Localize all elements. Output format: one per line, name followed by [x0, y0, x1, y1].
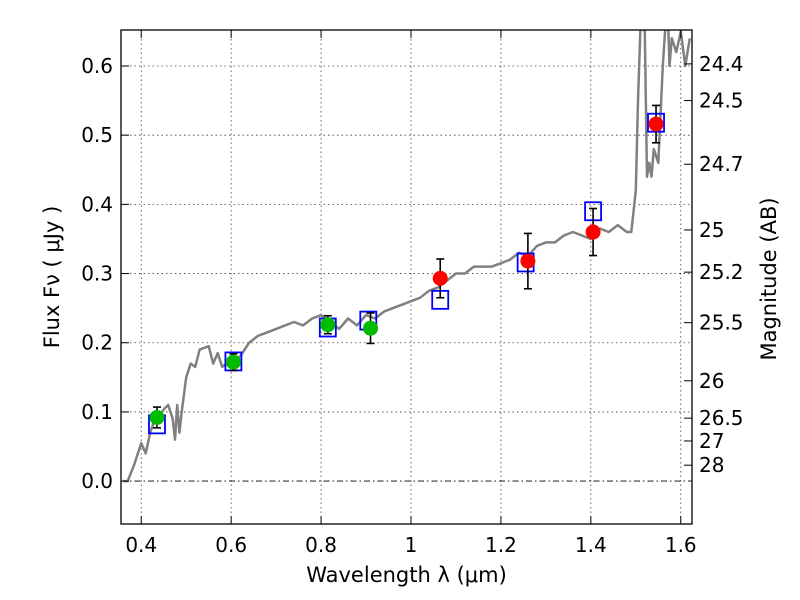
y2-tick-label: 27: [699, 429, 724, 453]
observed-flux-marker: [320, 317, 336, 333]
axis-ticks: 0.4 0.6 0.8 1 1.2 1.4 1.6 0.0 0.1 0.2 0.3 0.4 0.5 0.6…: [81, 30, 744, 557]
plot-area: [123, 30, 692, 483]
y-tick-label: 0.3: [81, 262, 113, 286]
plot-frame: [120, 29, 693, 525]
observed-flux-marker: [648, 116, 664, 132]
y-tick-label: 0.0: [81, 469, 113, 493]
x-tick-label: 0.6: [215, 533, 247, 557]
y-axis-label: Flux Fν ( μJy ): [40, 206, 64, 349]
x-tick-label: 0.4: [125, 533, 157, 557]
x-tick-label: 0.8: [305, 533, 337, 557]
observed-flux-marker: [585, 224, 601, 240]
x-tick-label: 1.2: [485, 533, 517, 557]
y2-tick-label: 24.4: [699, 52, 744, 76]
y-tick-label: 0.5: [81, 123, 113, 147]
y2-tick-label: 25.2: [699, 260, 744, 284]
observed-flux-marker: [363, 320, 379, 336]
grid-lines: [121, 30, 692, 524]
right-axis-label: Magnitude (AB): [757, 197, 781, 360]
y-tick-label: 0.4: [81, 192, 113, 216]
x-tick-label: 1.6: [665, 533, 697, 557]
y2-tick-label: 26.5: [699, 406, 744, 430]
y2-tick-label: 25.5: [699, 311, 744, 335]
observed-flux-marker: [149, 409, 165, 425]
y2-tick-label: 26: [699, 369, 724, 393]
y2-tick-label: 24.7: [699, 152, 744, 176]
y2-tick-label: 25: [699, 218, 724, 242]
observed-flux-marker: [520, 253, 536, 269]
x-axis-label: Wavelength λ (μm): [306, 563, 507, 587]
observed-flux-marker: [225, 354, 241, 370]
y-tick-label: 0.2: [81, 331, 113, 355]
observed-flux-marker: [432, 270, 448, 286]
y2-tick-label: 28: [699, 453, 724, 477]
y2-tick-label: 24.5: [699, 89, 744, 113]
model-spectrum-line: [123, 30, 692, 483]
y-tick-label: 0.1: [81, 400, 113, 424]
y-tick-label: 0.6: [81, 54, 113, 78]
x-tick-label: 1.4: [575, 533, 607, 557]
x-tick-label: 1: [405, 533, 418, 557]
